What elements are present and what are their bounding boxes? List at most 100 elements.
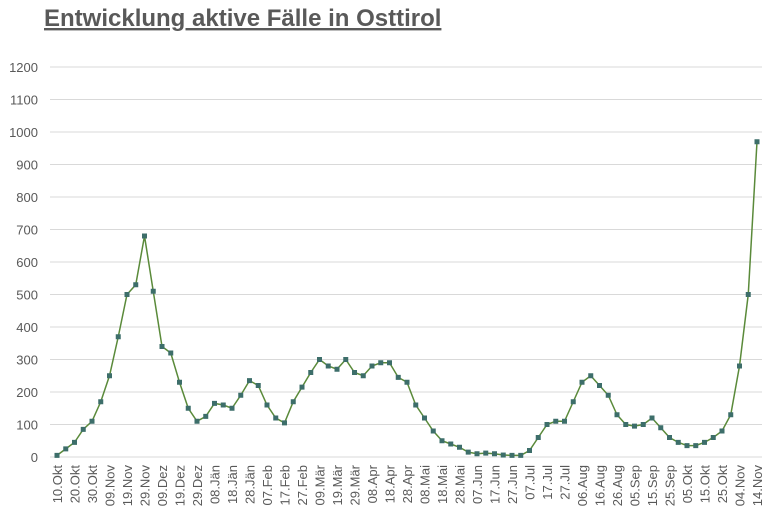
data-marker [255,383,261,388]
x-tick-label: 08.Mai [418,465,433,504]
data-marker [220,402,226,408]
x-tick-label: 09.Nov [103,465,118,507]
x-tick-label: 25.Sep [663,465,678,506]
data-marker [518,452,524,458]
data-marker [614,412,620,418]
data-marker [588,373,594,379]
y-tick-label: 600 [16,255,38,270]
data-marker [544,422,550,427]
x-tick-label: 17.Jun [488,465,503,504]
x-tick-label: 07.Jul [523,465,538,500]
data-marker [570,399,576,405]
y-tick-label: 500 [16,288,38,303]
x-tick-label: 07.Feb [260,465,275,505]
data-marker [483,450,489,456]
data-marker [605,392,611,398]
chart-title: Entwicklung aktive Fälle in Osttirol [44,5,441,32]
x-tick-label: 19.Nov [120,465,135,507]
x-tick-label: 15.Okt [698,465,713,504]
x-tick-label: 17.Feb [278,465,293,505]
data-marker [640,422,646,427]
data-marker [728,412,734,418]
data-line [56,141,758,457]
data-marker [474,451,480,457]
data-marker [264,402,270,408]
data-marker [500,452,506,458]
data-marker [422,415,427,421]
x-tick-label: 06.Aug [575,465,590,506]
data-marker [352,370,357,375]
data-marker [719,428,725,434]
x-tick-label: 30.Okt [85,465,100,504]
x-tick-label: 10.Okt [50,465,65,504]
x-tick-label: 17.Jul [540,465,555,500]
data-marker [579,379,585,385]
x-tick-label: 27.Feb [295,465,310,505]
y-tick-label: 100 [16,418,38,433]
data-marker [212,400,217,406]
data-marker [203,413,209,419]
x-tick-label: 20.Okt [68,465,83,504]
x-tick-label: 29.Dez [190,465,205,506]
x-tick-label: 28.Apr [400,464,415,503]
y-tick-label: 900 [16,158,38,173]
data-marker [737,363,742,369]
x-tick-label: 05.Sep [628,465,643,506]
data-marker [702,439,707,445]
data-marker [133,282,139,288]
x-tick-label: 19.Mär [330,464,345,505]
x-tick-label: 27.Jun [505,465,520,504]
data-marker [159,344,165,349]
x-tick-label: 28.Jän [243,465,258,504]
x-tick-label: 09.Dez [155,465,170,506]
y-tick-label: 1000 [9,125,38,140]
data-marker [299,384,305,390]
data-marker [273,415,279,421]
data-marker [632,423,637,429]
x-tick-label: 18.Mai [435,465,450,504]
data-marker [334,366,340,372]
y-tick-label: 0 [31,450,38,465]
data-marker [54,452,60,458]
data-marker [369,363,375,369]
data-marker [72,439,77,445]
x-tick-label: 29.Mär [348,464,363,505]
data-marker [168,350,174,356]
data-marker [282,420,287,426]
data-marker [107,373,112,379]
data-marker [395,374,401,380]
x-tick-label: 08.Apr [365,464,380,503]
data-marker [439,438,445,444]
data-marker [115,334,121,340]
data-marker [527,448,532,453]
x-tick-label: 18.Jän [225,465,240,504]
data-marker [229,405,235,411]
data-marker [710,435,716,440]
data-marker [360,373,366,379]
data-marker [185,405,191,411]
data-marker [238,392,244,398]
x-tick-label: 26.Aug [610,465,625,506]
data-marker [98,399,104,405]
data-marker [492,451,497,457]
data-marker [535,435,541,440]
data-marker [404,379,410,385]
x-tick-label: 15.Sep [645,465,660,506]
data-marker [387,360,392,366]
data-marker [684,443,690,449]
data-marker [80,426,86,432]
data-marker [89,418,95,424]
data-marker [308,370,314,375]
x-tick-label: 14.Nov [750,465,765,507]
data-marker [124,292,130,297]
data-marker [63,446,69,452]
data-marker [465,449,471,455]
data-marker [562,418,567,424]
x-tick-label: 27.Jul [558,465,573,500]
x-tick-label: 05.Okt [680,465,695,504]
data-marker [553,418,559,424]
data-marker [649,415,655,421]
x-tick-label: 16.Aug [593,465,608,506]
y-tick-label: 1200 [9,60,38,75]
